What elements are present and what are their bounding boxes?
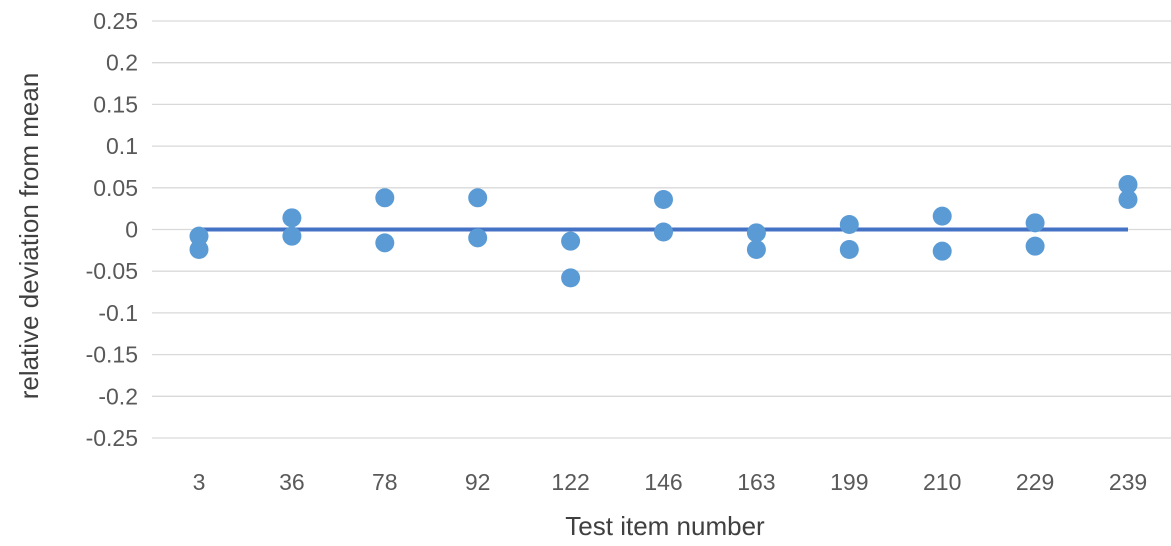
x-tick-label: 163 xyxy=(737,469,775,495)
y-tick-label: -0.15 xyxy=(86,342,138,368)
data-point xyxy=(746,223,766,243)
data-point xyxy=(561,268,581,288)
data-point xyxy=(1118,189,1138,209)
y-tick-label: -0.2 xyxy=(98,383,138,409)
data-point xyxy=(561,231,581,251)
x-tick-label: 36 xyxy=(279,469,305,495)
data-point xyxy=(375,233,395,253)
y-tick-label: 0.25 xyxy=(93,8,138,34)
y-tick-label: -0.25 xyxy=(86,425,138,451)
data-point xyxy=(1025,213,1045,233)
y-tick-label: 0.2 xyxy=(106,50,138,76)
data-point xyxy=(654,222,673,242)
y-tick-label: -0.1 xyxy=(98,300,138,326)
data-point xyxy=(1025,236,1045,256)
y-axis-title: relative deviation from mean xyxy=(14,73,44,400)
data-point xyxy=(746,240,766,260)
y-tick-label: 0.05 xyxy=(93,175,138,201)
x-tick-label: 199 xyxy=(830,469,868,495)
data-point xyxy=(189,240,209,260)
data-point xyxy=(468,228,488,248)
x-tick-label: 78 xyxy=(372,469,398,495)
data-points xyxy=(189,174,1138,288)
x-tick-label: 229 xyxy=(1016,469,1054,495)
x-tick-label: 239 xyxy=(1109,469,1147,495)
x-tick-label: 146 xyxy=(644,469,682,495)
data-point xyxy=(189,226,209,246)
x-axis-title: Test item number xyxy=(565,511,765,541)
data-point xyxy=(282,226,302,246)
y-axis-ticks: 0.25 0.2 0.15 0.1 0.05 0 -0.05 -0.1 -0.15 -0.2 -0.… xyxy=(86,8,138,451)
y-tick-label: 0 xyxy=(125,217,138,243)
data-point xyxy=(375,188,395,208)
x-tick-label: 122 xyxy=(551,469,589,495)
data-point xyxy=(1118,174,1138,194)
data-point xyxy=(932,241,952,261)
data-point xyxy=(468,188,488,208)
x-tick-label: 92 xyxy=(465,469,491,495)
x-axis-ticks: 3 36 78 92 122 146 163 199 210 229 239 xyxy=(193,469,1148,495)
data-point xyxy=(839,214,859,234)
data-point xyxy=(932,206,952,226)
data-point xyxy=(282,208,302,228)
data-point xyxy=(654,189,673,209)
data-point xyxy=(839,240,859,260)
y-tick-label: 0.15 xyxy=(93,91,138,117)
x-tick-label: 3 xyxy=(193,469,206,495)
y-tick-label: -0.05 xyxy=(86,258,138,284)
x-tick-label: 210 xyxy=(923,469,961,495)
y-tick-label: 0.1 xyxy=(106,133,138,159)
